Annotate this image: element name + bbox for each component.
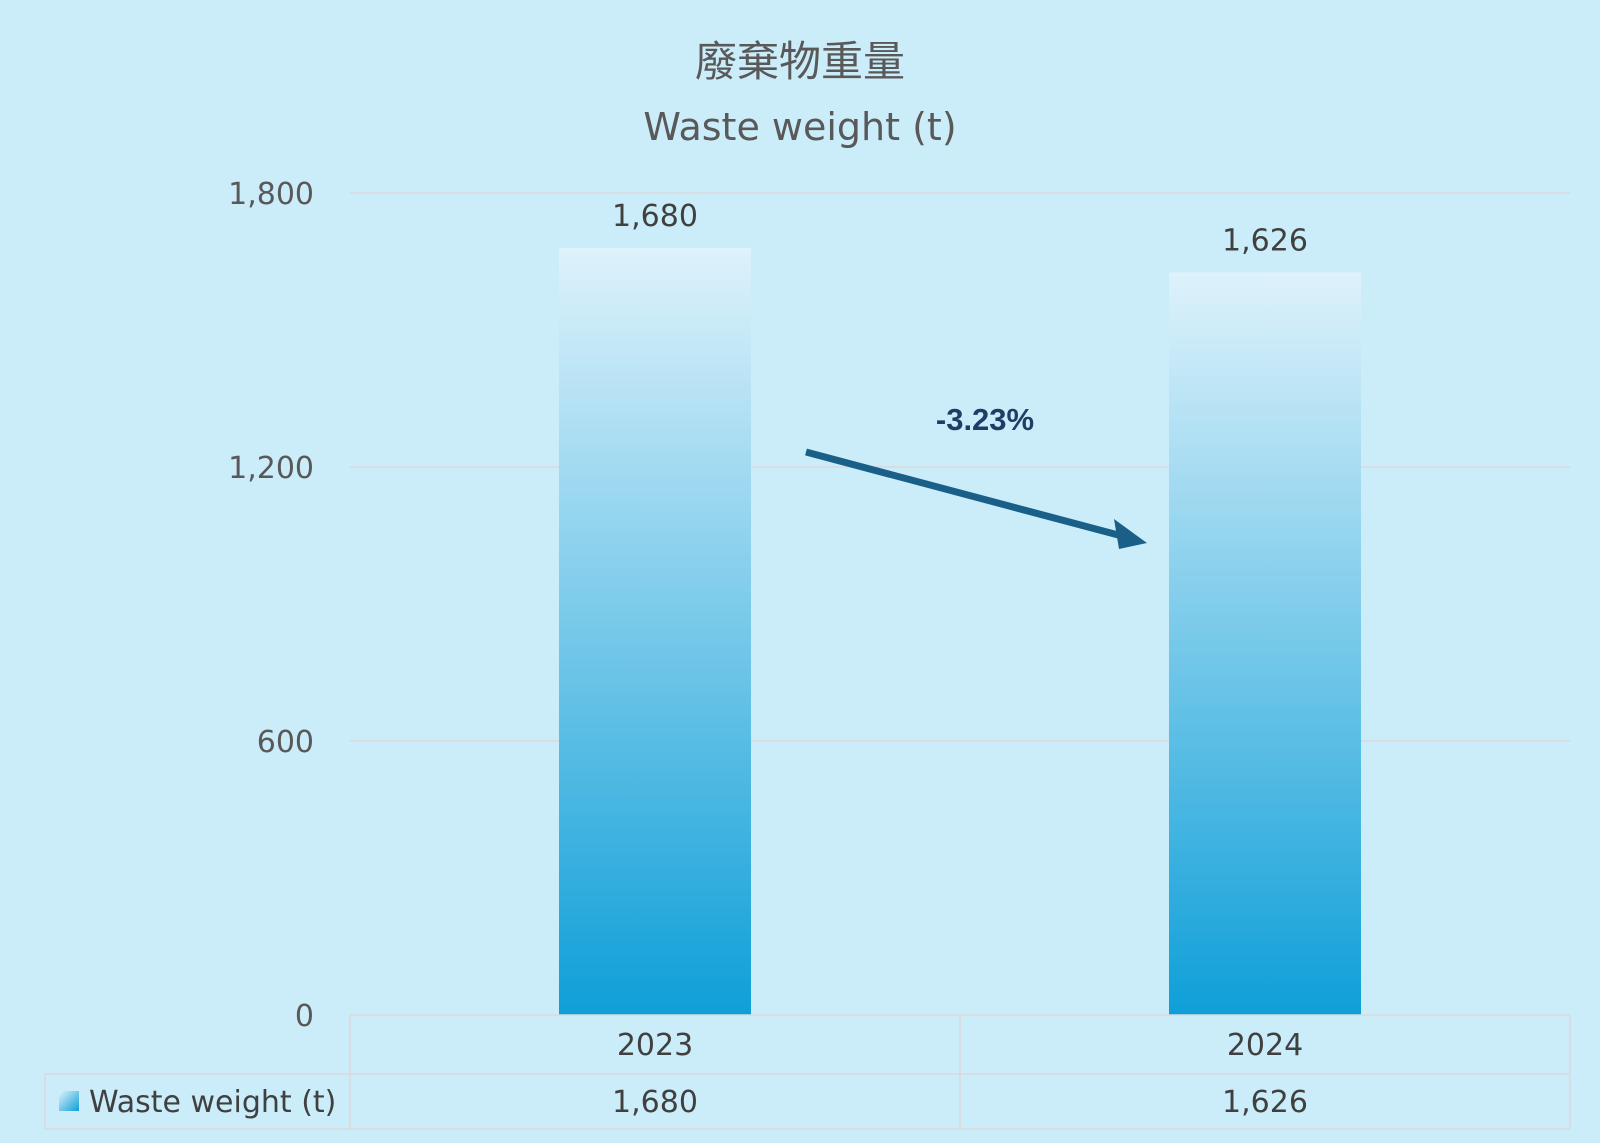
x-category-label: 2023 <box>617 1028 693 1063</box>
bar-value-label: 1,626 <box>1222 223 1308 258</box>
y-tick-label: 1,800 <box>228 177 314 212</box>
trend-arrowhead-icon <box>1114 519 1147 549</box>
data-table: 2023 1,680 2024 1,626 Waste weight (t) <box>44 1014 1571 1130</box>
bar-value-labels: 1,680 1,626 <box>612 199 1308 259</box>
trend-percent-label: -3.23% <box>936 402 1034 437</box>
y-axis: 0 600 1,200 1,800 <box>228 177 314 1034</box>
bar-2024 <box>1169 272 1361 1016</box>
x-category-label: 2024 <box>1227 1028 1303 1063</box>
y-tick-label: 0 <box>295 999 314 1034</box>
y-tick-label: 600 <box>257 725 314 760</box>
y-tick-label: 1,200 <box>228 451 314 486</box>
gridlines <box>350 192 1570 742</box>
trend-arrow-line <box>805 448 1123 540</box>
table-value-cell: 1,680 <box>612 1085 698 1120</box>
chart-subtitle: Waste weight (t) <box>643 105 956 149</box>
bar-value-label: 1,680 <box>612 199 698 234</box>
bar-2023 <box>559 247 751 1016</box>
legend-series-name: Waste weight (t) <box>89 1085 336 1120</box>
bars <box>559 247 1361 1016</box>
trend-annotation: -3.23% <box>805 402 1147 549</box>
table-value-cell: 1,626 <box>1222 1085 1308 1120</box>
legend-swatch-icon <box>59 1091 79 1111</box>
chart-title: 廢棄物重量 <box>695 37 905 86</box>
